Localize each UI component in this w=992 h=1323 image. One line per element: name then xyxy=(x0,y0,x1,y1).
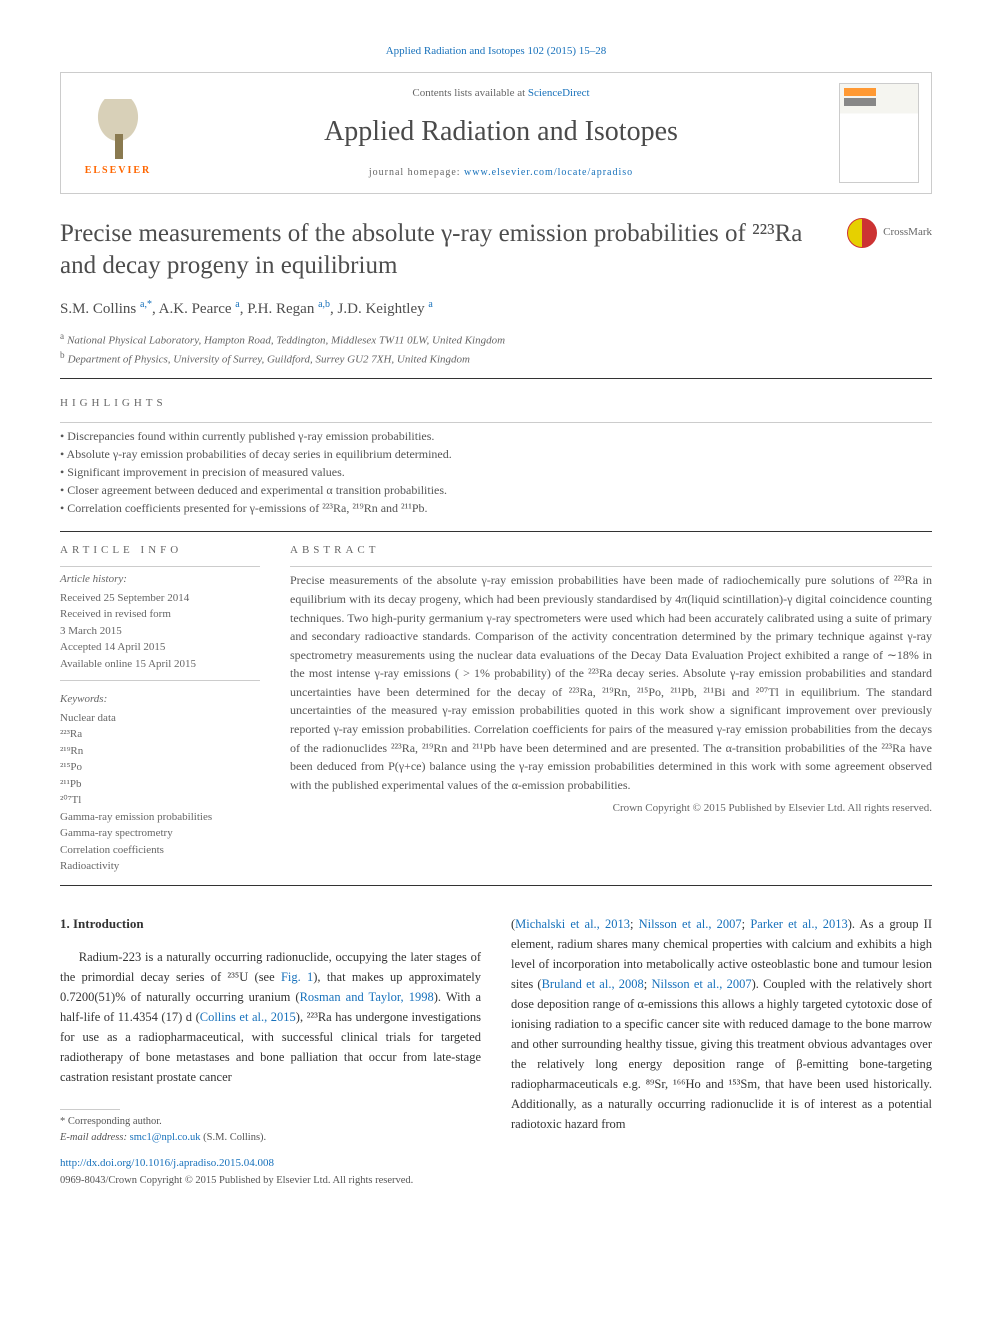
intro-para-2: (Michalski et al., 2013; Nilsson et al.,… xyxy=(511,914,932,1134)
ref-link[interactable]: Nilsson et al., 2007 xyxy=(651,977,751,991)
email-line: E-mail address: smc1@npl.co.uk (S.M. Col… xyxy=(60,1130,481,1147)
email-label: E-mail address: xyxy=(60,1132,130,1143)
article-info: ARTICLE INFO Article history: Received 2… xyxy=(60,538,260,875)
email-suffix: (S.M. Collins). xyxy=(201,1132,267,1143)
footnotes: * Corresponding author. E-mail address: … xyxy=(60,1109,481,1148)
keyword-item: ²¹¹Pb xyxy=(60,776,260,793)
rule-light xyxy=(60,422,932,423)
rule xyxy=(60,885,932,886)
abstract-column: ABSTRACT Precise measurements of the abs… xyxy=(290,538,932,875)
highlight-item: Correlation coefficients presented for γ… xyxy=(60,499,932,517)
rule xyxy=(60,531,932,532)
crossmark-label: CrossMark xyxy=(883,224,932,241)
history-label: Article history: xyxy=(60,571,260,588)
rule-light xyxy=(60,680,260,681)
journal-cover-thumb xyxy=(839,83,919,183)
highlights-list: Discrepancies found within currently pub… xyxy=(60,427,932,517)
bottom-copyright: 0969-8043/Crown Copyright © 2015 Publish… xyxy=(60,1173,481,1190)
keyword-item: ²¹⁵Po xyxy=(60,759,260,776)
elsevier-tree-icon xyxy=(83,99,153,159)
keywords-list: Nuclear data²²³Ra²¹⁹Rn²¹⁵Po²¹¹Pb²⁰⁷TlGam… xyxy=(60,710,260,875)
history-item: Received 25 September 2014 xyxy=(60,590,260,607)
journal-name: Applied Radiation and Isotopes xyxy=(163,111,839,153)
ref-link[interactable]: Parker et al., 2013 xyxy=(750,917,847,931)
history-item: Accepted 14 April 2015 xyxy=(60,639,260,656)
ref-link[interactable]: Nilsson et al., 2007 xyxy=(639,917,742,931)
info-abstract-row: ARTICLE INFO Article history: Received 2… xyxy=(60,538,932,875)
history-item: Available online 15 April 2015 xyxy=(60,656,260,673)
sciencedirect-link[interactable]: ScienceDirect xyxy=(528,87,590,99)
journal-homepage: journal homepage: www.elsevier.com/locat… xyxy=(163,165,839,180)
ref-link[interactable]: Bruland et al., 2008 xyxy=(542,977,644,991)
top-citation-link[interactable]: Applied Radiation and Isotopes 102 (2015… xyxy=(386,45,607,57)
rule-light xyxy=(60,566,260,567)
keyword-item: Nuclear data xyxy=(60,710,260,727)
crossmark-icon xyxy=(847,218,877,248)
affiliation-a: aNational Physical Laboratory, Hampton R… xyxy=(60,330,932,349)
elsevier-logo: ELSEVIER xyxy=(73,88,163,178)
ref-fig1[interactable]: Fig. 1 xyxy=(281,970,313,984)
journal-header: ELSEVIER Contents lists available at Sci… xyxy=(60,72,932,194)
highlights-label: HIGHLIGHTS xyxy=(60,395,932,412)
history-list: Received 25 September 2014Received in re… xyxy=(60,590,260,673)
elsevier-text: ELSEVIER xyxy=(85,163,152,178)
rule xyxy=(60,378,932,379)
keywords-label: Keywords: xyxy=(60,691,260,708)
corresponding-note: * Corresponding author. xyxy=(60,1114,481,1131)
keyword-item: ²²³Ra xyxy=(60,726,260,743)
article-info-label: ARTICLE INFO xyxy=(60,542,260,559)
authors: S.M. Collins a,*, A.K. Pearce a, P.H. Re… xyxy=(60,297,932,321)
abstract-label: ABSTRACT xyxy=(290,542,932,559)
ref-link[interactable]: Rosman and Taylor, 1998 xyxy=(300,990,434,1004)
keyword-item: ²⁰⁷Tl xyxy=(60,792,260,809)
rule-light xyxy=(290,566,932,567)
header-center: Contents lists available at ScienceDirec… xyxy=(163,85,839,181)
history-item: Received in revised form xyxy=(60,606,260,623)
history-item: 3 March 2015 xyxy=(60,623,260,640)
homepage-prefix: journal homepage: xyxy=(369,167,464,178)
email-link[interactable]: smc1@npl.co.uk xyxy=(130,1132,201,1143)
highlight-item: Discrepancies found within currently pub… xyxy=(60,427,932,445)
highlight-item: Absolute γ-ray emission probabilities of… xyxy=(60,445,932,463)
ref-link[interactable]: Collins et al., 2015 xyxy=(200,1010,296,1024)
intro-para-1: Radium-223 is a naturally occurring radi… xyxy=(60,947,481,1087)
highlight-item: Closer agreement between deduced and exp… xyxy=(60,481,932,499)
top-citation: Applied Radiation and Isotopes 102 (2015… xyxy=(60,40,932,60)
body-columns: 1. Introduction Radium-223 is a naturall… xyxy=(60,914,932,1190)
keyword-item: Correlation coefficients xyxy=(60,842,260,859)
affiliation-b: bDepartment of Physics, University of Su… xyxy=(60,349,932,368)
highlights: Discrepancies found within currently pub… xyxy=(60,427,932,517)
contents-line: Contents lists available at ScienceDirec… xyxy=(163,85,839,102)
abstract-text: Precise measurements of the absolute γ-r… xyxy=(290,571,932,794)
keyword-item: Gamma-ray emission probabilities xyxy=(60,809,260,826)
footnote-rule xyxy=(60,1109,120,1110)
contents-prefix: Contents lists available at xyxy=(412,87,527,99)
page: Applied Radiation and Isotopes 102 (2015… xyxy=(0,0,992,1230)
keyword-item: ²¹⁹Rn xyxy=(60,743,260,760)
keyword-item: Radioactivity xyxy=(60,858,260,875)
crossmark-badge[interactable]: CrossMark xyxy=(847,218,932,248)
body-col-left: 1. Introduction Radium-223 is a naturall… xyxy=(60,914,481,1190)
title-row: Precise measurements of the absolute γ-r… xyxy=(60,218,932,283)
keyword-item: Gamma-ray spectrometry xyxy=(60,825,260,842)
doi-line: http://dx.doi.org/10.1016/j.apradiso.201… xyxy=(60,1155,481,1173)
ref-link[interactable]: Michalski et al., 2013 xyxy=(515,917,630,931)
homepage-link[interactable]: www.elsevier.com/locate/apradiso xyxy=(464,167,633,178)
abstract-copyright: Crown Copyright © 2015 Published by Else… xyxy=(290,800,932,817)
doi-link[interactable]: http://dx.doi.org/10.1016/j.apradiso.201… xyxy=(60,1157,274,1169)
affiliations: aNational Physical Laboratory, Hampton R… xyxy=(60,330,932,368)
body-col-right: (Michalski et al., 2013; Nilsson et al.,… xyxy=(511,914,932,1190)
highlight-item: Significant improvement in precision of … xyxy=(60,463,932,481)
article-title: Precise measurements of the absolute γ-r… xyxy=(60,218,833,283)
intro-heading: 1. Introduction xyxy=(60,914,481,935)
